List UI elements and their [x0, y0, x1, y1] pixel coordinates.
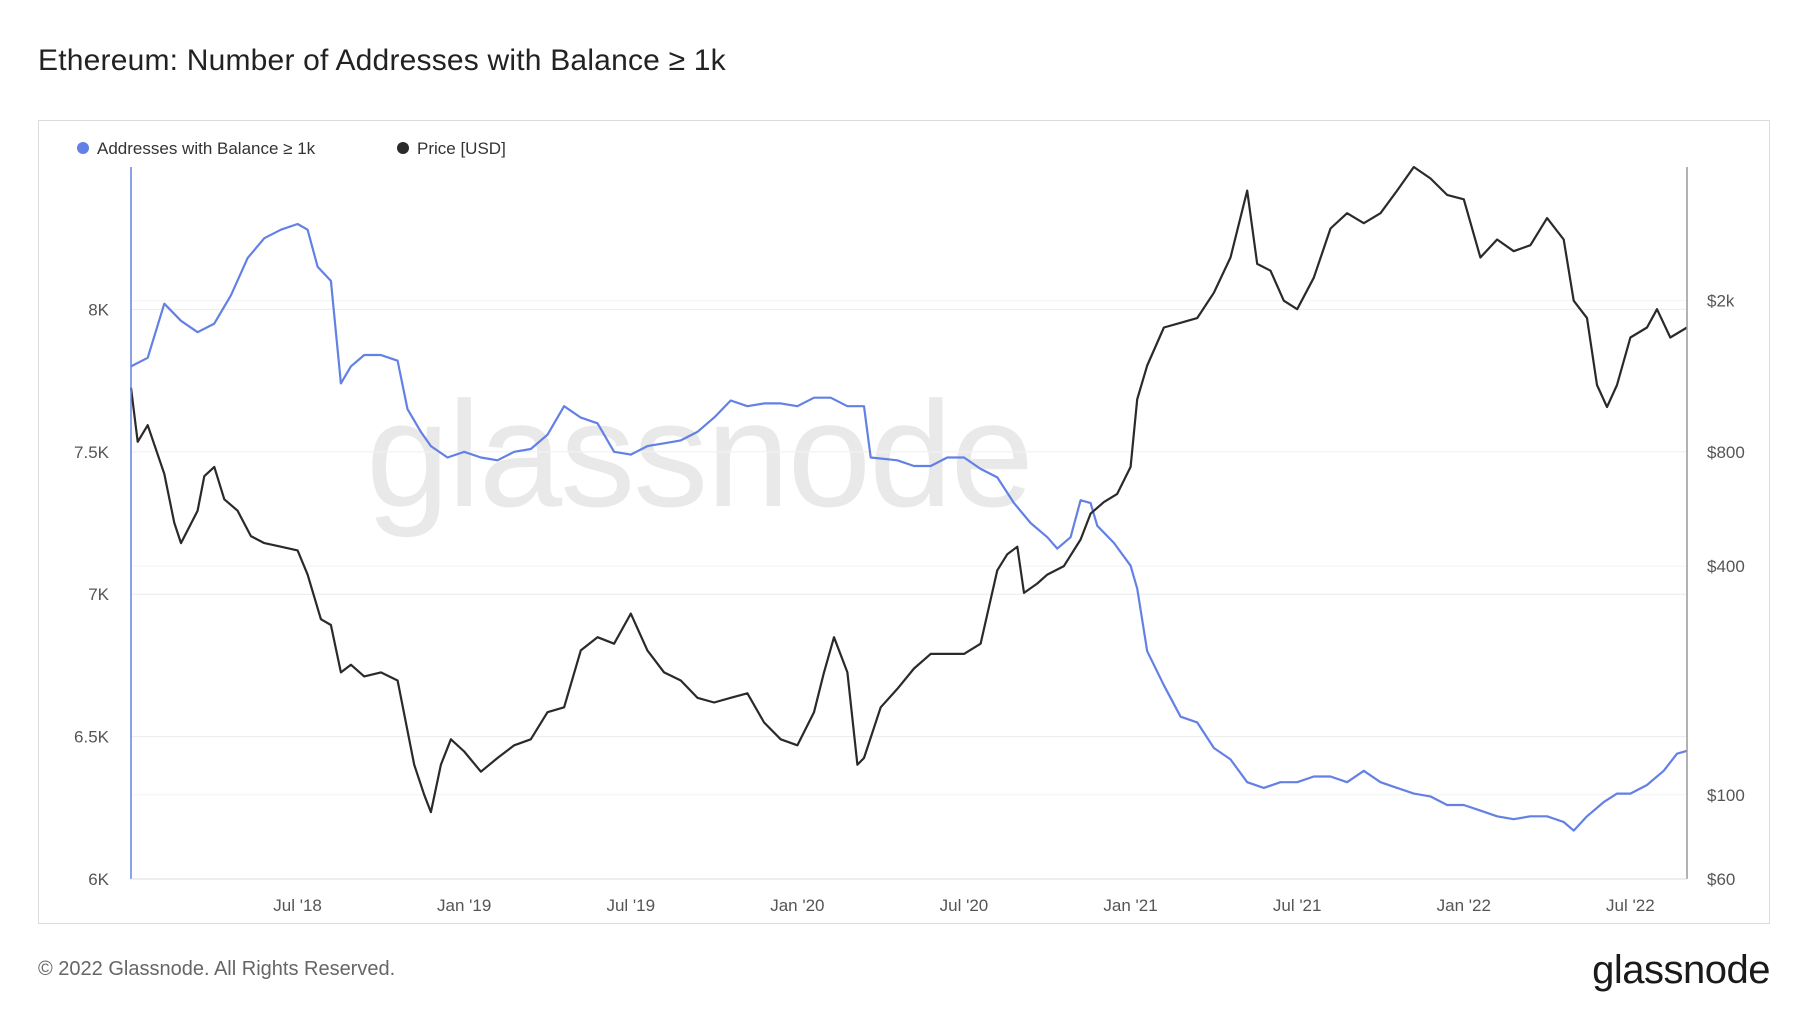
y-right-tick-label: $800 — [1707, 443, 1745, 462]
axes: 6K 6.5K 7K 7.5K 8K $60 $100 $400 $800 $2k Jul '18 J… — [74, 167, 1745, 915]
y-right-tick-label: $400 — [1707, 557, 1745, 576]
chart-frame: glassnode 6K 6.5K 7K 7.5K 8K $60 $100 $400 $800 $… — [38, 120, 1770, 924]
watermark-text: glassnode — [366, 370, 1032, 538]
page-title: Ethereum: Number of Addresses with Balan… — [38, 44, 726, 77]
chart-area: glassnode 6K 6.5K 7K 7.5K 8K $60 $100 $400 $800 $… — [74, 139, 1745, 915]
x-tick-label: Jul '21 — [1273, 896, 1322, 915]
legend-addresses-label: Addresses with Balance ≥ 1k — [97, 139, 316, 158]
x-tick-label: Jul '18 — [273, 896, 322, 915]
brand-logo[interactable]: glassnode — [1592, 948, 1770, 992]
y-right-tick-label: $2k — [1707, 292, 1735, 311]
price-series-line — [129, 165, 1688, 814]
x-tick-label: Jan '19 — [437, 896, 491, 915]
y-left-tick-label: 6K — [88, 870, 109, 889]
x-tick-label: Jul '20 — [940, 896, 989, 915]
x-tick-label: Jul '19 — [606, 896, 655, 915]
x-tick-label: Jan '21 — [1103, 896, 1157, 915]
y-left-tick-label: 7.5K — [74, 443, 110, 462]
addresses-series-line — [130, 222, 1688, 832]
y-left-tick-label: 6.5K — [74, 728, 110, 747]
legend-addresses-marker — [77, 142, 89, 154]
series-layer — [129, 165, 1688, 832]
y-right-tick-label: $60 — [1707, 870, 1735, 889]
y-left-tick-label: 8K — [88, 300, 109, 319]
x-tick-label: Jan '22 — [1437, 896, 1491, 915]
legend-price-label: Price [USD] — [417, 139, 506, 158]
y-right-tick-label: $100 — [1707, 786, 1745, 805]
footer-copyright: © 2022 Glassnode. All Rights Reserved. — [38, 958, 396, 980]
legend[interactable]: Addresses with Balance ≥ 1k Price [USD] — [77, 139, 506, 158]
legend-price-marker — [397, 142, 409, 154]
x-tick-label: Jul '22 — [1606, 896, 1655, 915]
x-tick-label: Jan '20 — [770, 896, 824, 915]
y-left-tick-label: 7K — [88, 585, 109, 604]
